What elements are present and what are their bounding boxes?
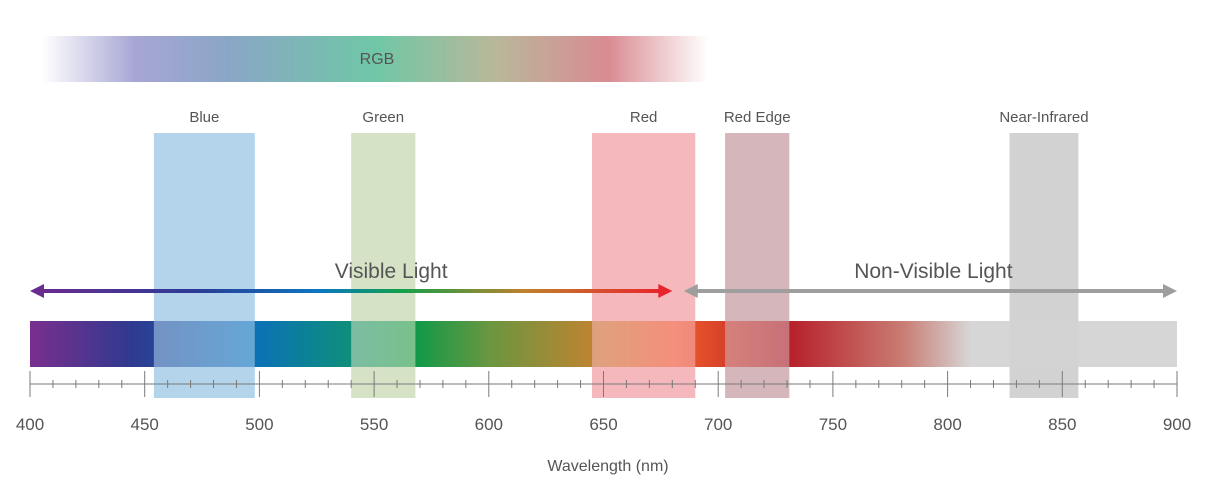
tick-label: 500 bbox=[245, 415, 273, 434]
band-label-red-edge: Red Edge bbox=[724, 109, 791, 126]
visible-arrow-right-head bbox=[658, 284, 673, 298]
tick-label: 550 bbox=[360, 415, 388, 434]
band-label-blue: Blue bbox=[189, 109, 219, 126]
band-overlay-blue bbox=[153, 321, 255, 367]
band-overlay-red bbox=[592, 321, 696, 367]
visible-arrow-left-head bbox=[30, 284, 44, 298]
tick-label: 650 bbox=[589, 415, 617, 434]
band-label-red: Red bbox=[630, 109, 658, 126]
tick-label: 450 bbox=[131, 415, 159, 434]
tick-label: 800 bbox=[933, 415, 961, 434]
band-label-near-infrared: Near-Infrared bbox=[999, 109, 1088, 126]
non-visible-arrow-shaft bbox=[693, 289, 1167, 293]
band-label-green: Green bbox=[362, 109, 404, 126]
rgb-label: RGB bbox=[360, 51, 395, 68]
light-arrows: Visible Light Non-Visible Light bbox=[30, 260, 1177, 298]
non-visible-light-label: Non-Visible Light bbox=[854, 260, 1013, 283]
sensor-band-overlays bbox=[153, 321, 1079, 367]
tick-label: 850 bbox=[1048, 415, 1076, 434]
non-visible-arrow-right-head bbox=[1163, 284, 1177, 298]
band-overlay-red-edge bbox=[725, 321, 790, 367]
tick-label: 900 bbox=[1163, 415, 1191, 434]
band-overlay-near-infrared bbox=[1009, 321, 1079, 367]
wavelength-axis: 400 450 500 550 600 650 700 750 800 850 900 bbox=[16, 371, 1191, 434]
tick-label: 400 bbox=[16, 415, 44, 434]
visible-arrow-shaft bbox=[40, 289, 663, 293]
tick-label: 700 bbox=[704, 415, 732, 434]
tick-label: 750 bbox=[819, 415, 847, 434]
axis-title: Wavelength (nm) bbox=[547, 458, 668, 475]
rgb-gradient-bar bbox=[42, 36, 708, 82]
visible-light-label: Visible Light bbox=[335, 260, 448, 283]
tick-label: 600 bbox=[475, 415, 503, 434]
band-overlay-green bbox=[351, 321, 416, 367]
non-visible-arrow-left-head bbox=[683, 284, 698, 298]
